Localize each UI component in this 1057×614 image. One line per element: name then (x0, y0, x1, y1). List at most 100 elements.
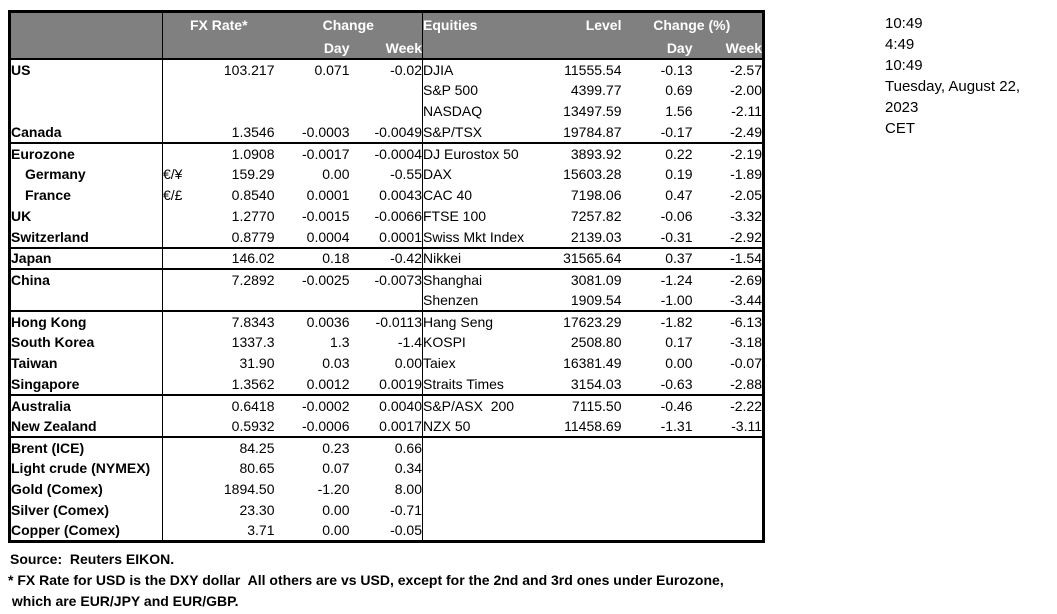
fx-week-change-cell: -0.71 (349, 499, 423, 521)
fx-rate-cell: 1.0908 (192, 141, 275, 164)
footnotes: Source: Reuters EIKON. * FX Rate for USD… (8, 549, 724, 612)
equity-index-name-cell (423, 479, 540, 500)
region-name-cell: Taiwan (9, 352, 163, 374)
fx-day-change-cell: -1.20 (317, 481, 350, 497)
fx-rate-cell: 146.02 (192, 246, 275, 269)
table-row: South Korea 1337.3 1.3 -1.4 KOSPI 2508.8… (9, 331, 764, 353)
currency-pair-cell (163, 101, 193, 122)
fx-week-change-cell: -0.0113 (349, 309, 423, 332)
currency-pair-cell: €/¥ (163, 166, 183, 182)
equity-day-change-cell: -1.00 (660, 291, 693, 308)
fx-rate-cell: 1.2770 (231, 208, 275, 224)
equity-index-name-cell (423, 521, 540, 542)
region-name-cell: Light crude (NYMEX) (9, 457, 163, 479)
equity-level-cell (540, 521, 622, 542)
equity-index-name-cell (423, 500, 540, 521)
table-row: Singapore 1.3562 0.0012 0.0019 Straits T… (9, 373, 764, 395)
equity-week-change-cell: -2.00 (730, 82, 762, 98)
currency-pair-cell (162, 246, 193, 269)
equity-index-name-cell: NZX 50 (423, 417, 471, 434)
fx-rate-cell: 84.25 (192, 435, 275, 458)
fx-week-change-cell: 0.00 (349, 352, 423, 374)
equity-week-change-cell: -1.89 (730, 166, 762, 182)
equity-index-name-cell: Nikkei (422, 246, 540, 269)
equity-index-name-cell: S&P/ASX 200 (422, 393, 540, 416)
fx-day-change-cell (275, 80, 350, 101)
table-row: Eurozone 1.0908 -0.0017 -0.0004 DJ Euros… (9, 141, 764, 164)
fx-week-change-cell: 0.0019 (349, 373, 423, 395)
fx-week-change-cell: -0.0066 (349, 205, 423, 227)
fx-week-change-cell: 0.0040 (349, 393, 423, 416)
fx-rate-cell: 7.8343 (192, 309, 275, 332)
equity-day-change-cell: 0.19 (665, 166, 693, 182)
table-row: US 103.217 0.071 -0.02 DJIA 11555.54 -0.… (9, 58, 764, 80)
equity-week-change-cell: -2.88 (730, 375, 762, 392)
fx-day-change-cell: 0.07 (322, 460, 350, 476)
equity-level-cell: 11458.69 (564, 417, 622, 434)
time-local: 10:49 (885, 15, 923, 32)
equity-day-change-cell (622, 500, 693, 521)
currency-pair-cell (163, 227, 193, 248)
source-note: Source: Reuters EIKON. (10, 551, 175, 567)
equity-level-cell: 4399.77 (570, 82, 622, 98)
fx-rate-cell: 1.3546 (231, 123, 275, 140)
fx-week-change-cell: 0.66 (349, 435, 423, 458)
equity-day-change-cell: -0.63 (660, 375, 693, 392)
equity-level-cell: 15603.28 (563, 166, 622, 182)
equity-day-change-cell: 0.69 (665, 82, 693, 98)
date-text: Tuesday, August 22, 2023 (885, 78, 1021, 116)
currency-pair-cell (163, 416, 193, 437)
fx-day-change-cell (275, 101, 350, 122)
fx-week-change-cell (349, 100, 423, 122)
region-name-cell: Switzerland (9, 226, 163, 248)
fx-day-change-cell: 1.3 (330, 334, 350, 350)
equity-index-name-cell (422, 435, 540, 458)
currency-pair-cell (163, 206, 193, 227)
region-name-cell: Brent (ICE) (9, 435, 163, 458)
fx-day-change-cell: 0.00 (322, 166, 350, 182)
table-row: NASDAQ 13497.59 1.56 -2.11 (9, 100, 764, 122)
currency-pair-cell (162, 435, 193, 458)
header-fx-day: Day (274, 37, 350, 60)
equity-day-change-cell: 0.22 (621, 141, 693, 164)
fx-day-change-cell: -0.0006 (302, 417, 350, 434)
equity-week-change-cell: -3.11 (731, 417, 762, 434)
table-row: Light crude (NYMEX) 80.65 0.07 0.34 (9, 457, 764, 479)
equity-index-name-cell: DJ Eurostox 50 (422, 141, 540, 164)
region-name-cell: Australia (9, 393, 163, 416)
currency-pair-cell (162, 141, 193, 164)
table-row: Brent (ICE) 84.25 0.23 0.66 (9, 435, 764, 458)
equity-level-cell: 31565.64 (539, 246, 622, 269)
currency-pair-cell (162, 309, 193, 332)
clock-panel: 10:49 4:49 10:49 Tuesday, August 22, 202… (885, 13, 1057, 139)
currency-pair-cell (163, 521, 193, 542)
region-name-cell: US (9, 58, 163, 80)
equity-index-name-cell: FTSE 100 (423, 208, 487, 224)
fx-day-change-cell: 0.03 (322, 355, 350, 371)
header-blank-cell (9, 11, 163, 38)
header-eq-week: Week (692, 37, 764, 60)
equity-index-name-cell: Straits Times (423, 375, 504, 392)
currency-pair-cell (162, 393, 193, 416)
fx-rate-cell: 103.217 (223, 61, 275, 78)
fx-week-change-cell: -0.02 (349, 58, 423, 80)
fx-rate-cell: 0.8540 (231, 187, 275, 203)
region-name-cell: France (9, 184, 163, 206)
fx-day-change-cell: 0.0004 (306, 228, 350, 245)
equity-week-change-cell: -2.69 (692, 267, 764, 290)
header-eq-day: Day (621, 37, 693, 60)
fx-rate-cell: 1894.50 (223, 481, 275, 497)
header-fx-week: Week (349, 37, 423, 60)
region-name-cell: New Zealand (9, 415, 163, 437)
equity-index-name-cell: Shenzen (423, 291, 479, 308)
table-row: Hong Kong 7.8343 0.0036 -0.0113 Hang Sen… (9, 309, 764, 332)
fx-rate-cell: 7.2892 (192, 267, 275, 290)
equity-level-cell: 2139.03 (570, 228, 622, 245)
currency-pair-cell (163, 80, 193, 101)
table-row: France €/£ 0.8540 0.0001 0.0043 CAC 40 7… (9, 184, 764, 206)
region-name-cell: China (9, 267, 163, 290)
equity-week-change-cell: -2.49 (730, 123, 762, 140)
fx-rate-cell: 80.65 (239, 460, 275, 476)
fx-day-change-cell: 0.0001 (306, 187, 350, 203)
equity-day-change-cell: -0.17 (660, 123, 693, 140)
